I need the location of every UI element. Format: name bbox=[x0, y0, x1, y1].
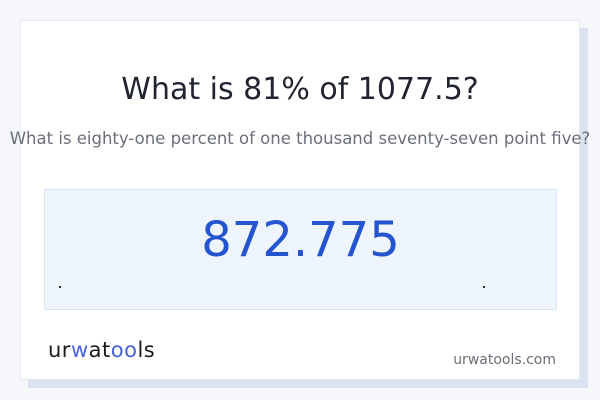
urwatools-logo: urwatools bbox=[48, 338, 156, 362]
page-subtitle: What is eighty-one percent of one thousa… bbox=[9, 129, 591, 148]
result-value: 872.775 bbox=[201, 212, 400, 268]
dot-marker bbox=[59, 286, 61, 288]
dot-marker bbox=[483, 286, 485, 288]
page-title: What is 81% of 1077.5? bbox=[121, 72, 479, 107]
site-url: urwatools.com bbox=[453, 352, 556, 368]
result-box: 872.775 bbox=[44, 189, 557, 310]
